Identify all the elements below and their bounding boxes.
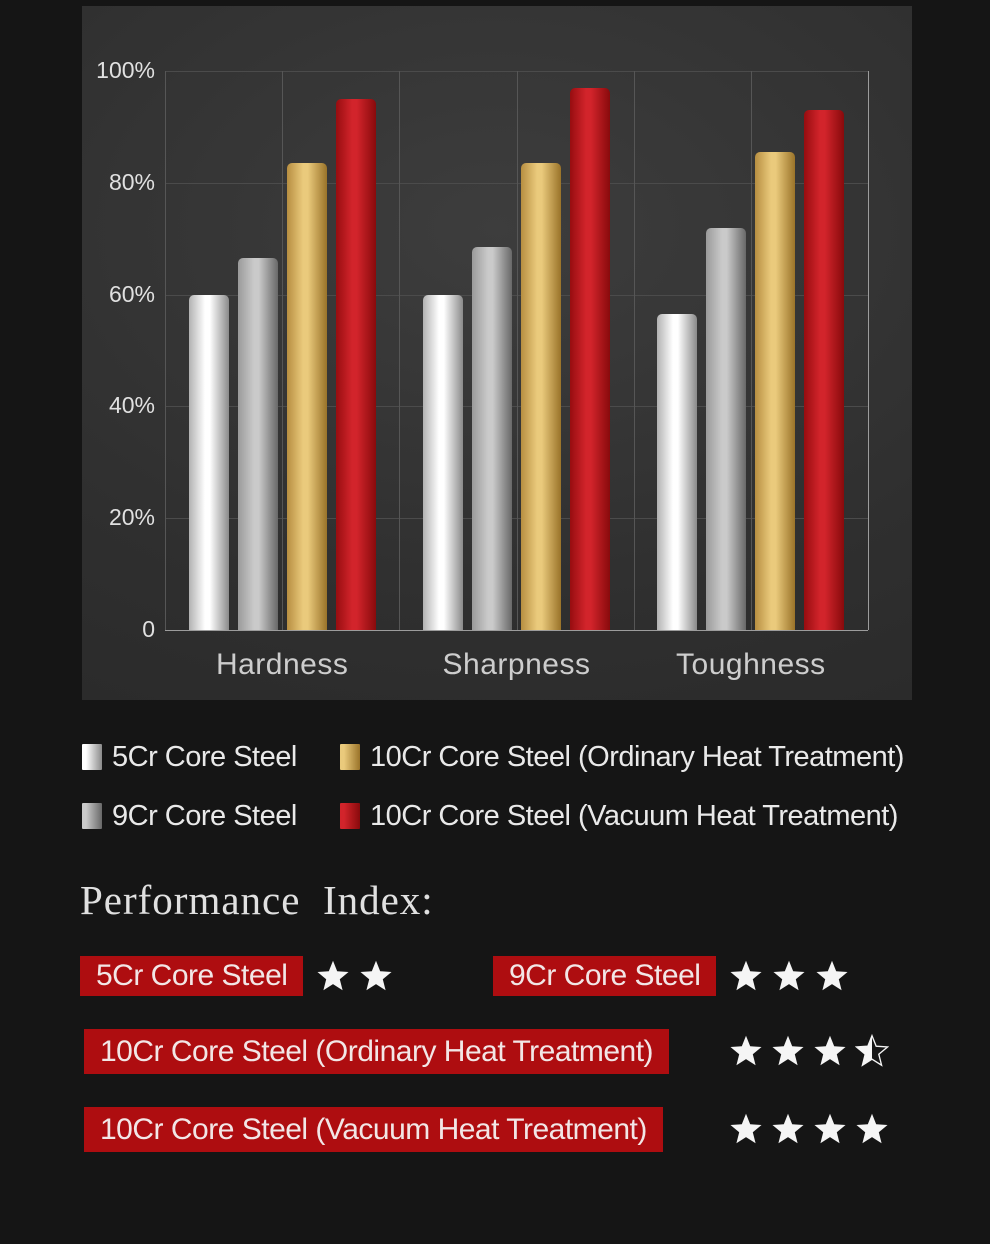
legend-label: 9Cr Core Steel xyxy=(112,799,297,832)
gridline-horizontal xyxy=(165,630,868,631)
bar-hardness-series0 xyxy=(188,294,229,630)
bar-toughness-series2 xyxy=(755,152,796,630)
y-tick-label: 80% xyxy=(108,168,155,195)
legend-label: 10Cr Core Steel (Ordinary Heat Treatment… xyxy=(370,740,904,773)
star-icon xyxy=(814,1035,846,1066)
gridline-vertical xyxy=(399,71,401,630)
bar-sharpness-series0 xyxy=(423,294,463,630)
legend-item: 10Cr Core Steel (Ordinary Heat Treatment… xyxy=(340,741,904,773)
category-label-toughness: Toughness xyxy=(676,648,826,681)
y-tick-label: 60% xyxy=(108,280,155,307)
star-icon xyxy=(814,1113,846,1144)
bar-hardness-series2 xyxy=(286,163,327,630)
y-tick-label: 0 xyxy=(142,616,155,642)
gridline-vertical xyxy=(750,71,752,630)
star-rating xyxy=(729,1112,889,1146)
y-tick-label: 40% xyxy=(108,392,155,419)
category-label-hardness: Hardness xyxy=(215,648,349,681)
performance-index-heading: Performance Index: xyxy=(80,877,434,923)
plot-area xyxy=(165,71,869,631)
gridline-vertical xyxy=(633,71,635,630)
perf-badge: 10Cr Core Steel (Vacuum Heat Treatment) xyxy=(84,1107,663,1152)
category-label-sharpness: Sharpness xyxy=(442,648,591,681)
bar-sharpness-series1 xyxy=(472,247,512,630)
star-rating xyxy=(316,959,393,993)
legend-swatch-icon xyxy=(340,803,360,829)
legend-swatch-icon xyxy=(82,803,102,829)
gridline-vertical xyxy=(282,71,284,630)
gridline-vertical xyxy=(165,71,166,630)
star-icon xyxy=(730,1035,762,1066)
perf-badge: 10Cr Core Steel (Ordinary Heat Treatment… xyxy=(84,1029,670,1074)
gridline-vertical xyxy=(516,71,518,630)
perf-badge: 9Cr Core Steel xyxy=(493,956,717,996)
bar-toughness-series1 xyxy=(706,227,747,630)
star-icon xyxy=(855,1034,889,1067)
legend-label: 10Cr Core Steel (Vacuum Heat Treatment) xyxy=(370,799,898,832)
perf-badge: 5Cr Core Steel xyxy=(80,956,304,996)
star-icon xyxy=(730,1113,762,1144)
bar-toughness-series3 xyxy=(804,110,845,630)
legend-swatch-icon xyxy=(340,744,360,770)
bar-hardness-series3 xyxy=(335,98,376,630)
star-icon xyxy=(317,960,349,991)
star-rating xyxy=(729,959,849,993)
star-icon xyxy=(856,1113,888,1144)
star-icon xyxy=(816,960,848,991)
bar-sharpness-series2 xyxy=(521,163,561,630)
legend-swatch-icon xyxy=(82,744,102,770)
bar-hardness-series1 xyxy=(237,258,278,630)
bar-sharpness-series3 xyxy=(570,87,610,630)
star-icon xyxy=(772,1035,804,1066)
legend-item: 9Cr Core Steel xyxy=(82,800,297,832)
bar-chart-panel: 0 20% 40% 60% 80% 100% Hardness Sharpness Tough… xyxy=(82,6,912,700)
legend-label: 5Cr Core Steel xyxy=(112,740,297,773)
bar-toughness-series0 xyxy=(657,314,698,630)
legend-item: 10Cr Core Steel (Vacuum Heat Treatment) xyxy=(340,800,898,832)
legend-item: 5Cr Core Steel xyxy=(82,741,297,773)
star-rating xyxy=(729,1034,889,1068)
y-tick-label: 20% xyxy=(108,504,155,531)
star-icon xyxy=(730,960,762,991)
star-icon xyxy=(773,960,805,991)
star-icon xyxy=(360,960,392,991)
star-icon xyxy=(772,1113,804,1144)
gridline-vertical xyxy=(868,71,869,630)
y-tick-label: 100% xyxy=(96,57,155,83)
